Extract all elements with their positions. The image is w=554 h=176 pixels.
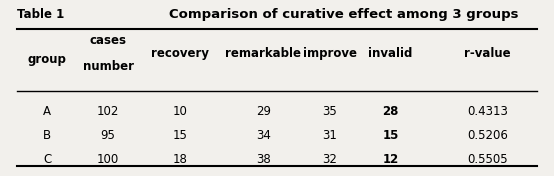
Text: 38: 38 xyxy=(256,153,270,166)
Text: 29: 29 xyxy=(255,105,271,118)
Text: improve: improve xyxy=(302,47,357,60)
Text: 18: 18 xyxy=(173,153,187,166)
Text: 10: 10 xyxy=(173,105,187,118)
Text: 15: 15 xyxy=(382,129,399,142)
Text: number: number xyxy=(83,60,134,73)
Text: 35: 35 xyxy=(322,105,337,118)
Text: group: group xyxy=(28,53,66,66)
Text: B: B xyxy=(43,129,51,142)
Text: Comparison of curative effect among 3 groups: Comparison of curative effect among 3 gr… xyxy=(169,8,518,21)
Text: 0.5206: 0.5206 xyxy=(467,129,508,142)
Text: 0.4313: 0.4313 xyxy=(467,105,508,118)
Text: C: C xyxy=(43,153,51,166)
Text: 102: 102 xyxy=(97,105,119,118)
Text: r-value: r-value xyxy=(464,47,511,60)
Text: 28: 28 xyxy=(382,105,399,118)
Text: 32: 32 xyxy=(322,153,337,166)
Text: Table 1: Table 1 xyxy=(17,8,64,21)
Text: recovery: recovery xyxy=(151,47,209,60)
Text: invalid: invalid xyxy=(368,47,413,60)
Text: 31: 31 xyxy=(322,129,337,142)
Text: 15: 15 xyxy=(173,129,187,142)
Text: 0.5505: 0.5505 xyxy=(467,153,508,166)
Text: remarkable: remarkable xyxy=(225,47,301,60)
Text: 95: 95 xyxy=(101,129,115,142)
Text: 100: 100 xyxy=(97,153,119,166)
Text: 12: 12 xyxy=(382,153,399,166)
Text: 34: 34 xyxy=(256,129,270,142)
Text: cases: cases xyxy=(90,34,126,47)
Text: A: A xyxy=(43,105,51,118)
